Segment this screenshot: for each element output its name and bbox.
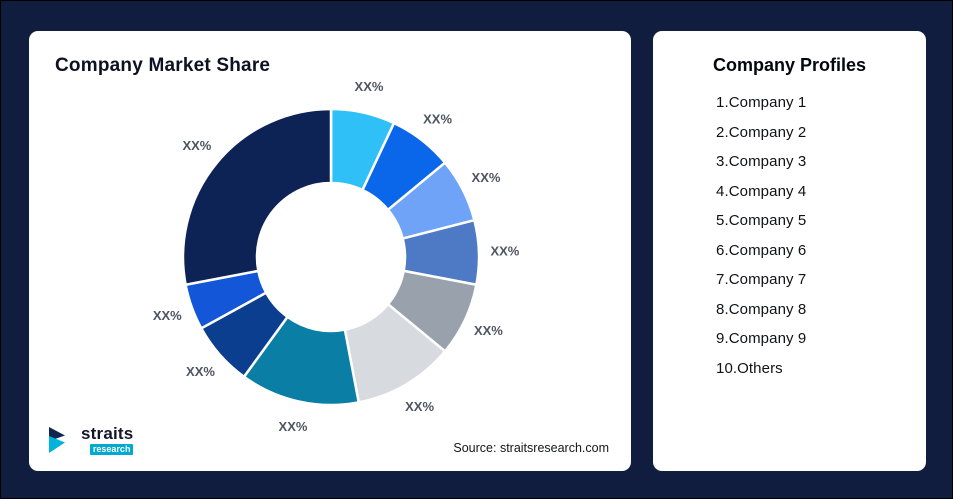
slice-label-company-9: XX%: [153, 308, 182, 323]
market-share-card: Company Market Share XX% XX% XX% XX% XX% XX% X…: [29, 31, 631, 471]
list-item-others: 10.Others: [716, 359, 783, 377]
list-item-company-2: 2.Company 2: [716, 123, 807, 141]
slice-label-company-4: XX%: [490, 244, 519, 259]
slice-label-company-1: XX%: [355, 79, 384, 94]
chart-title: Company Market Share: [55, 55, 271, 76]
logo-subtitle: research: [89, 444, 134, 455]
slice-label-company-3: XX%: [472, 170, 501, 185]
list-item-company-5: 5.Company 5: [716, 212, 807, 229]
company-list: 1.Company 1 2.Company 2 3.Company 3 4.Co…: [653, 94, 926, 377]
logo-icon: [49, 427, 65, 453]
list-item-company-4: 4.Company 4: [716, 182, 807, 200]
slice-label-company-8: XX%: [186, 364, 215, 379]
logo-name: straits: [81, 424, 134, 443]
list-item-company-8: 8.Company 8: [716, 300, 807, 318]
slice-label-company-7: XX%: [279, 419, 308, 434]
list-item-company-9: 9.Company 9: [716, 330, 807, 347]
straits-research-logo: straits research: [49, 424, 134, 455]
profiles-title: Company Profiles: [712, 55, 867, 75]
list-item-company-1: 1.Company 1: [716, 94, 807, 111]
slice-label-company-6: XX%: [405, 399, 434, 414]
source-text: Source: straitsresearch.com: [453, 441, 609, 455]
company-profiles-card: Company Profiles 1.Company 1 2.Company 2…: [653, 31, 926, 471]
donut-segment-others: [181, 107, 333, 286]
list-item-company-6: 6.Company 6: [716, 241, 807, 259]
slice-label-company-5: XX%: [474, 323, 503, 338]
slice-label-company-2: XX%: [423, 112, 452, 127]
list-item-company-3: 3.Company 3: [716, 153, 807, 170]
logo-text: straits research: [81, 424, 134, 455]
donut-chart: XX% XX% XX% XX% XX% XX% XX% XX% XX% XX%: [153, 79, 520, 434]
slice-label-others: XX%: [182, 138, 211, 153]
list-item-company-7: 7.Company 7: [716, 271, 807, 288]
